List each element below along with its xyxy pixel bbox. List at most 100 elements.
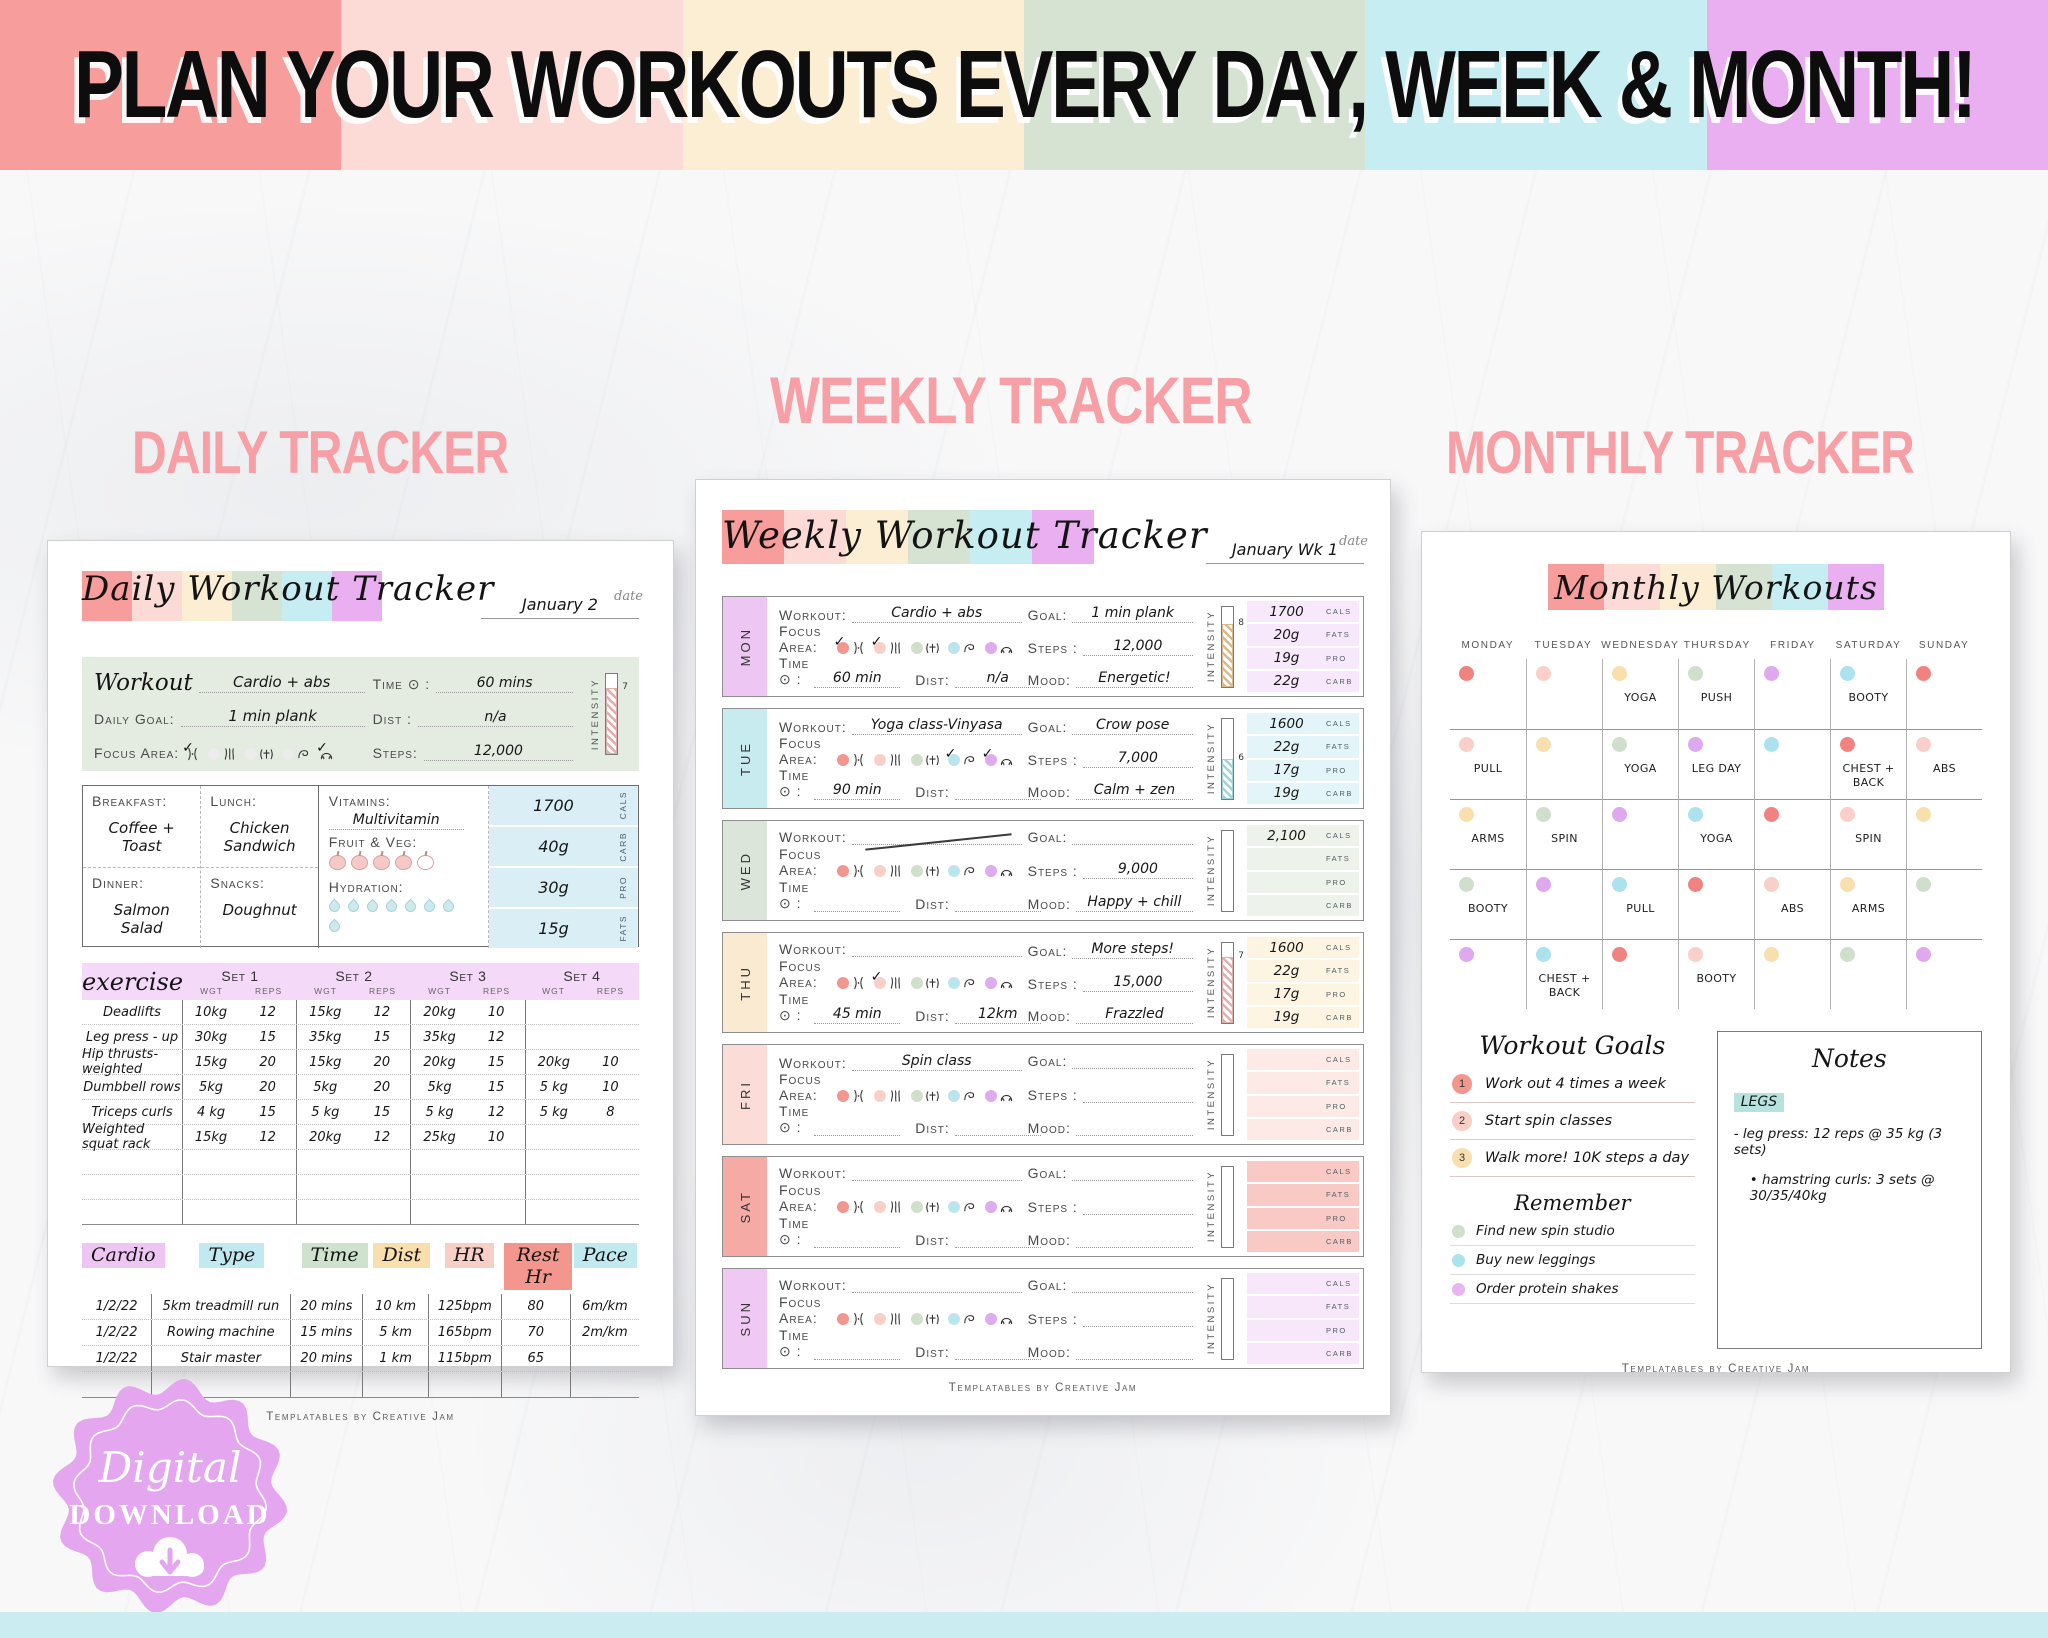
wgt-cell[interactable]	[181, 1175, 239, 1199]
reps-cell[interactable]	[468, 1150, 525, 1174]
snacks-value[interactable]: Doughnut	[222, 900, 297, 919]
workout-field[interactable]	[851, 843, 1022, 845]
lunch-cell[interactable]: Lunch: Chicken Sandwich	[201, 786, 317, 867]
workout-dot[interactable]	[1459, 877, 1474, 892]
calendar-cell[interactable]: PULL	[1602, 869, 1678, 939]
wgt-cell[interactable]: 20kg	[524, 1050, 582, 1074]
wgt-cell[interactable]: 5 kg	[296, 1100, 353, 1124]
workout-dot[interactable]	[1688, 947, 1703, 962]
reps-cell[interactable]: 20	[373, 1054, 391, 1070]
reps-cell[interactable]	[468, 1175, 525, 1199]
calendar-cell[interactable]: SPIN	[1526, 799, 1602, 869]
focus-option-legs[interactable]	[873, 1312, 903, 1326]
intensity-widget[interactable]: INTENSITY 7	[581, 667, 628, 761]
intensity-widget[interactable]: INTENSITY 7	[1197, 933, 1244, 1032]
dist-field[interactable]	[954, 910, 1041, 912]
goal-field[interactable]: More steps!	[1072, 941, 1193, 959]
calendar-cell[interactable]	[1906, 869, 1982, 939]
cardio-cell[interactable]: 1/2/22	[95, 1325, 138, 1340]
water-drop-icon[interactable]	[326, 918, 343, 935]
reps-cell[interactable]: 15	[487, 1054, 505, 1070]
workout-field[interactable]: Yoga class-Vinyasa	[851, 717, 1022, 735]
intensity-bar[interactable]	[1221, 1053, 1234, 1136]
workout-dot[interactable]	[1840, 666, 1855, 681]
wgt-cell[interactable]: 15kg	[181, 1050, 239, 1074]
dist-field[interactable]: 12km	[954, 1006, 1041, 1024]
wgt-cell[interactable]: 15kg	[181, 1125, 239, 1149]
workout-dot[interactable]	[1916, 666, 1931, 681]
cardio-cell[interactable]: 65	[500, 1346, 570, 1371]
wgt-cell[interactable]	[296, 1150, 353, 1174]
intensity-bar[interactable]: 7	[1221, 941, 1244, 1024]
workout-dot[interactable]	[1536, 737, 1551, 752]
mood-field[interactable]: Calm + zen	[1075, 782, 1193, 800]
water-drop-icon[interactable]	[383, 898, 400, 915]
calendar-cell[interactable]: ARMS	[1450, 799, 1526, 869]
workout-dot[interactable]	[1916, 737, 1931, 752]
wgt-cell[interactable]: 15kg	[296, 1050, 353, 1074]
dist-field[interactable]	[954, 1358, 1041, 1360]
focus-option-arms-up[interactable]	[910, 641, 940, 655]
focus-option-shoulders[interactable]: ✓	[982, 746, 1014, 767]
day-label[interactable]: THU	[723, 933, 767, 1032]
wgt-cell[interactable]	[524, 1000, 582, 1024]
workout-dot[interactable]	[1840, 947, 1855, 962]
workout-field[interactable]: Spin class	[851, 1053, 1022, 1071]
focus-option-bicep[interactable]	[282, 747, 311, 761]
steps-field[interactable]: 9,000	[1082, 861, 1193, 879]
day-label[interactable]: SUN	[723, 1269, 767, 1368]
workout-dot[interactable]	[1612, 737, 1627, 752]
intensity-bar[interactable]: 7	[605, 673, 628, 755]
cardio-cell[interactable]: 1/2/22	[95, 1351, 138, 1366]
wgt-cell[interactable]	[410, 1150, 467, 1174]
reps-cell[interactable]: 10	[487, 1129, 505, 1145]
remember-item[interactable]: Find new spin studio	[1450, 1217, 1695, 1246]
time-field[interactable]: 60 min	[814, 670, 901, 688]
calendar-cell[interactable]: ABS	[1906, 729, 1982, 799]
focus-option-bicep[interactable]: ✓	[945, 746, 977, 767]
focus-option-bicep[interactable]	[947, 976, 977, 990]
wgt-cell[interactable]	[524, 1150, 582, 1174]
focus-option-arms-up[interactable]	[245, 747, 274, 761]
breakfast-cell[interactable]: Breakfast: Coffee + Toast	[83, 786, 200, 867]
calendar-cell[interactable]: ARMS	[1830, 869, 1906, 939]
daily-date-value[interactable]: January 2	[522, 595, 598, 614]
reps-cell[interactable]: 12	[259, 1004, 276, 1020]
wgt-cell[interactable]: 15kg	[296, 1000, 353, 1024]
reps-cell[interactable]: 10	[602, 1054, 619, 1070]
intensity-widget[interactable]: INTENSITY	[1197, 1045, 1243, 1144]
wgt-cell[interactable]: 20kg	[410, 1050, 467, 1074]
exercise-name[interactable]: Leg press - up	[85, 1029, 179, 1045]
calendar-cell[interactable]	[1678, 869, 1754, 939]
calendar-cell[interactable]	[1526, 869, 1602, 939]
reps-cell[interactable]	[353, 1200, 410, 1224]
day-label[interactable]: WED	[723, 821, 767, 920]
focus-option-shoulders[interactable]	[984, 641, 1014, 655]
focus-option-legs[interactable]	[208, 747, 237, 761]
calendar-cell[interactable]: BOOTY	[1450, 869, 1526, 939]
reps-cell[interactable]: 15	[259, 1104, 276, 1120]
calendar-cell[interactable]: ABS	[1754, 869, 1830, 939]
workout-dot[interactable]	[1688, 666, 1703, 681]
workout-dot[interactable]	[1459, 947, 1474, 962]
wgt-cell[interactable]	[524, 1175, 582, 1199]
focus-option-shoulders[interactable]: ✓	[316, 740, 334, 761]
wgt-cell[interactable]	[524, 1200, 582, 1224]
goal-item[interactable]: 3 Walk more! 10K steps a day	[1450, 1140, 1695, 1177]
focus-option-legs[interactable]	[873, 753, 903, 767]
focus-option-waist[interactable]	[836, 1200, 866, 1214]
intensity-bar[interactable]: 8	[1221, 605, 1244, 688]
reps-cell[interactable]	[582, 1175, 639, 1199]
intensity-widget[interactable]: INTENSITY	[1197, 821, 1243, 920]
wgt-cell[interactable]: 5 kg	[410, 1100, 467, 1124]
calendar-cell[interactable]: YOGA	[1602, 729, 1678, 799]
calendar-cell[interactable]	[1526, 729, 1602, 799]
reps-cell[interactable]: 15	[259, 1029, 276, 1045]
goal-field[interactable]	[1072, 1067, 1193, 1069]
wgt-cell[interactable]	[524, 1125, 582, 1149]
steps-field[interactable]: 12,000	[1082, 638, 1193, 656]
wgt-cell[interactable]: 30kg	[181, 1025, 239, 1049]
breakfast-value[interactable]: Coffee + Toast	[108, 819, 175, 855]
wgt-cell[interactable]	[524, 1025, 582, 1049]
workout-field[interactable]	[851, 1291, 1022, 1293]
